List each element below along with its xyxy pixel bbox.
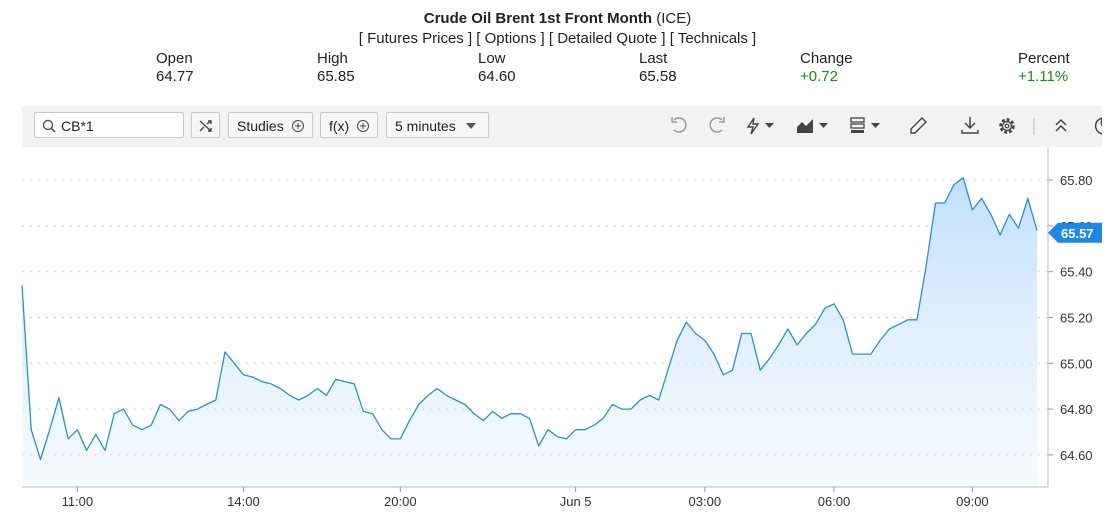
quote-label: Last xyxy=(639,50,668,67)
last-price-label: 65.57 xyxy=(1061,226,1094,241)
symbol-input[interactable]: CB*1 xyxy=(34,112,184,138)
fx-label: f(x) xyxy=(329,118,350,134)
quote-label: High xyxy=(317,50,348,67)
links: [ Futures Prices ] [ Options ] [ Detaile… xyxy=(358,30,757,47)
interval-label: 5 minutes xyxy=(395,118,456,134)
x-tick-label: 20:00 xyxy=(384,494,417,509)
interval-button[interactable]: 5 minutes xyxy=(386,112,489,138)
quote-label: Percent xyxy=(1018,50,1070,67)
caret xyxy=(466,123,476,129)
fx-button[interactable]: f(x) xyxy=(320,112,378,138)
x-tick-label: Jun 5 xyxy=(560,494,592,509)
quote-item: Last 65.58 xyxy=(639,50,677,86)
area xyxy=(22,177,1037,488)
y-tick-label: 65.40 xyxy=(1060,265,1093,280)
y-tick-label: 64.60 xyxy=(1060,448,1093,463)
toolbar: CB*1 Studies f(x) 5 minutes xyxy=(22,106,1102,147)
y-tick-label: 64.80 xyxy=(1060,402,1093,417)
quote-label: Low xyxy=(478,50,506,67)
last-price-tag xyxy=(1048,222,1102,243)
y-tick-label: 65.00 xyxy=(1060,356,1093,371)
quote-item: High 65.85 xyxy=(317,50,355,86)
plus-icon xyxy=(357,120,369,132)
undo-icon[interactable] xyxy=(671,117,687,133)
quote-value: +0.72 xyxy=(800,68,838,85)
plus-icon xyxy=(292,120,304,132)
redo-icon[interactable] xyxy=(709,117,725,133)
link[interactable]: Futures Prices xyxy=(367,30,464,47)
price-line xyxy=(21,177,1038,461)
lightning-icon[interactable] xyxy=(746,117,774,135)
download-icon[interactable] xyxy=(961,117,979,134)
quote-value: +1.11% xyxy=(1018,68,1069,85)
x-tick-label: 14:00 xyxy=(227,494,260,509)
layout-icon[interactable] xyxy=(850,117,880,133)
collapse-icon[interactable] xyxy=(1055,118,1067,132)
studies-label: Studies xyxy=(237,118,284,134)
title: Crude Oil Brent 1st Front Month (ICE) xyxy=(0,10,1115,27)
studies-button[interactable]: Studies xyxy=(228,112,313,138)
quote-item: Percent +1.11% xyxy=(1018,50,1070,86)
quote-value: 64.60 xyxy=(478,68,516,85)
theme-icon[interactable] xyxy=(1094,117,1102,135)
exchange: (ICE) xyxy=(656,10,692,27)
link[interactable]: Detailed Quote xyxy=(557,30,658,47)
x-tick-label: 06:00 xyxy=(818,494,851,509)
quote-value: 65.85 xyxy=(317,68,355,85)
quote-value: 65.58 xyxy=(639,68,677,85)
chart-type-icon[interactable] xyxy=(797,119,828,133)
x-tick-label: 11:00 xyxy=(62,494,94,509)
y-tick-label: 65.80 xyxy=(1060,173,1093,188)
x-tick-label: 09:00 xyxy=(956,494,989,509)
quote-item: Change +0.72 xyxy=(800,50,853,86)
settings-icon[interactable] xyxy=(999,118,1015,134)
x-tick-label: 03:00 xyxy=(689,494,722,509)
title-text: Crude Oil Brent 1st Front Month xyxy=(423,10,653,27)
quote-value: 64.77 xyxy=(156,68,194,85)
toolbar-icons xyxy=(671,117,1102,135)
compare-button[interactable] xyxy=(191,112,220,138)
link[interactable]: Options xyxy=(484,30,537,47)
symbol: CB*1 xyxy=(61,118,94,134)
quote-label: Open xyxy=(156,50,193,67)
shuffle-icon xyxy=(199,120,212,132)
quote-item: Low 64.60 xyxy=(478,50,516,86)
quote-label: Change xyxy=(800,50,853,67)
draw-icon[interactable] xyxy=(910,117,927,134)
y-tick-label: 65.20 xyxy=(1060,311,1093,326)
search-icon xyxy=(42,119,56,133)
quote-item: Open 64.77 xyxy=(156,50,194,86)
link[interactable]: Technicals xyxy=(677,30,748,47)
chart: 64.6064.8065.0065.2065.4065.6065.8011:00… xyxy=(21,147,1102,509)
